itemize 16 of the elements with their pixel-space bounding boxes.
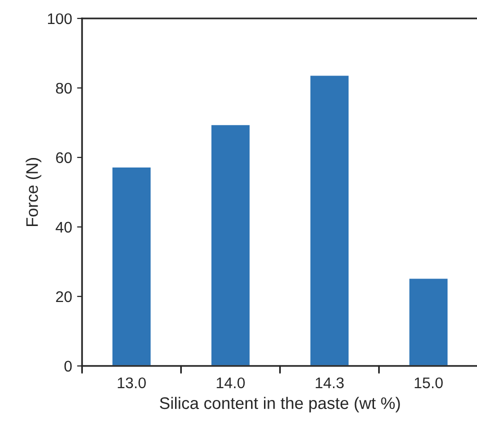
y-tick-label: 60 (56, 152, 72, 164)
bar (111, 166, 152, 366)
x-tick-label: 15.0 (414, 377, 443, 388)
x-tick-label: 13.0 (118, 377, 146, 388)
y-tick-label: 100 (48, 13, 72, 24)
y-axis-title: Force (N) (26, 158, 42, 226)
y-tick-label: 40 (56, 222, 72, 233)
y-tick-label: 0 (64, 360, 72, 372)
bar (210, 124, 251, 366)
x-tick-label: 14.0 (216, 377, 245, 388)
x-tick-label: 14.3 (316, 377, 344, 388)
bar (408, 277, 449, 366)
y-tick-label: 20 (56, 291, 72, 302)
x-axis-title: Silica content in the paste (wt %) (160, 396, 400, 412)
bar (308, 74, 350, 366)
y-tick-label: 80 (56, 82, 72, 94)
